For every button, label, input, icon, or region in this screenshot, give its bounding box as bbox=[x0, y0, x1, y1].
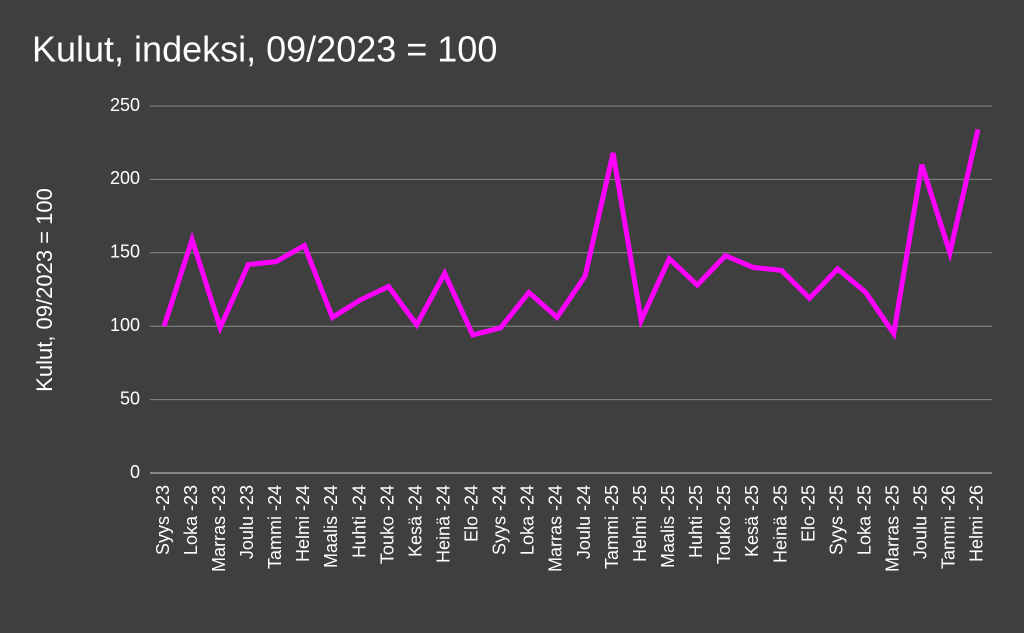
x-tick-label: Huhti -25 bbox=[686, 485, 706, 558]
x-tick-label: Marras -24 bbox=[546, 485, 566, 572]
x-tick-label: Tammi -24 bbox=[265, 485, 285, 569]
x-tick-label: Joulu -24 bbox=[574, 485, 594, 559]
chart-title: Kulut, indeksi, 09/2023 = 100 bbox=[32, 29, 497, 70]
x-tick-label: Marras -25 bbox=[883, 485, 903, 572]
x-tick-label: Touko -24 bbox=[377, 485, 397, 564]
x-tick-label: Helmi -26 bbox=[967, 485, 987, 562]
y-tick-label: 0 bbox=[130, 462, 140, 482]
x-tick-label: Helmi -24 bbox=[293, 485, 313, 562]
x-tick-label: Maalis -24 bbox=[321, 485, 341, 568]
y-axis-label: Kulut, 09/2023 = 100 bbox=[32, 188, 57, 392]
x-tick-label: Tammi -25 bbox=[602, 485, 622, 569]
y-tick-label: 200 bbox=[110, 168, 140, 188]
x-tick-label: Loka -23 bbox=[181, 485, 201, 555]
y-tick-label: 150 bbox=[110, 242, 140, 262]
x-tick-label: Marras -23 bbox=[209, 485, 229, 572]
line-series bbox=[161, 128, 981, 341]
x-tick-label: Syys -25 bbox=[826, 485, 846, 555]
x-tick-label: Elo -24 bbox=[462, 485, 482, 542]
x-tick-label: Syys -24 bbox=[490, 485, 510, 555]
y-tick-label: 50 bbox=[120, 388, 140, 408]
y-tick-label: 100 bbox=[110, 315, 140, 335]
x-tick-label: Helmi -25 bbox=[630, 485, 650, 562]
x-tick-label: Heinä -25 bbox=[770, 485, 790, 563]
x-tick-label: Tammi -26 bbox=[939, 485, 959, 569]
x-tick-label: Joulu -25 bbox=[911, 485, 931, 559]
x-tick-label: Elo -25 bbox=[798, 485, 818, 542]
x-tick-label: Maalis -25 bbox=[658, 485, 678, 568]
x-tick-label: Syys -23 bbox=[153, 485, 173, 555]
y-tick-label: 250 bbox=[110, 95, 140, 115]
x-tick-label: Kesä -25 bbox=[742, 485, 762, 557]
x-tick-label: Joulu -23 bbox=[237, 485, 257, 559]
x-tick-label: Loka -25 bbox=[854, 485, 874, 555]
x-tick-label: Kesä -24 bbox=[405, 485, 425, 557]
x-tick-label: Heinä -24 bbox=[433, 485, 453, 563]
x-tick-label: Touko -25 bbox=[714, 485, 734, 564]
x-tick-label: Huhti -24 bbox=[349, 485, 369, 558]
x-tick-label: Loka -24 bbox=[518, 485, 538, 555]
